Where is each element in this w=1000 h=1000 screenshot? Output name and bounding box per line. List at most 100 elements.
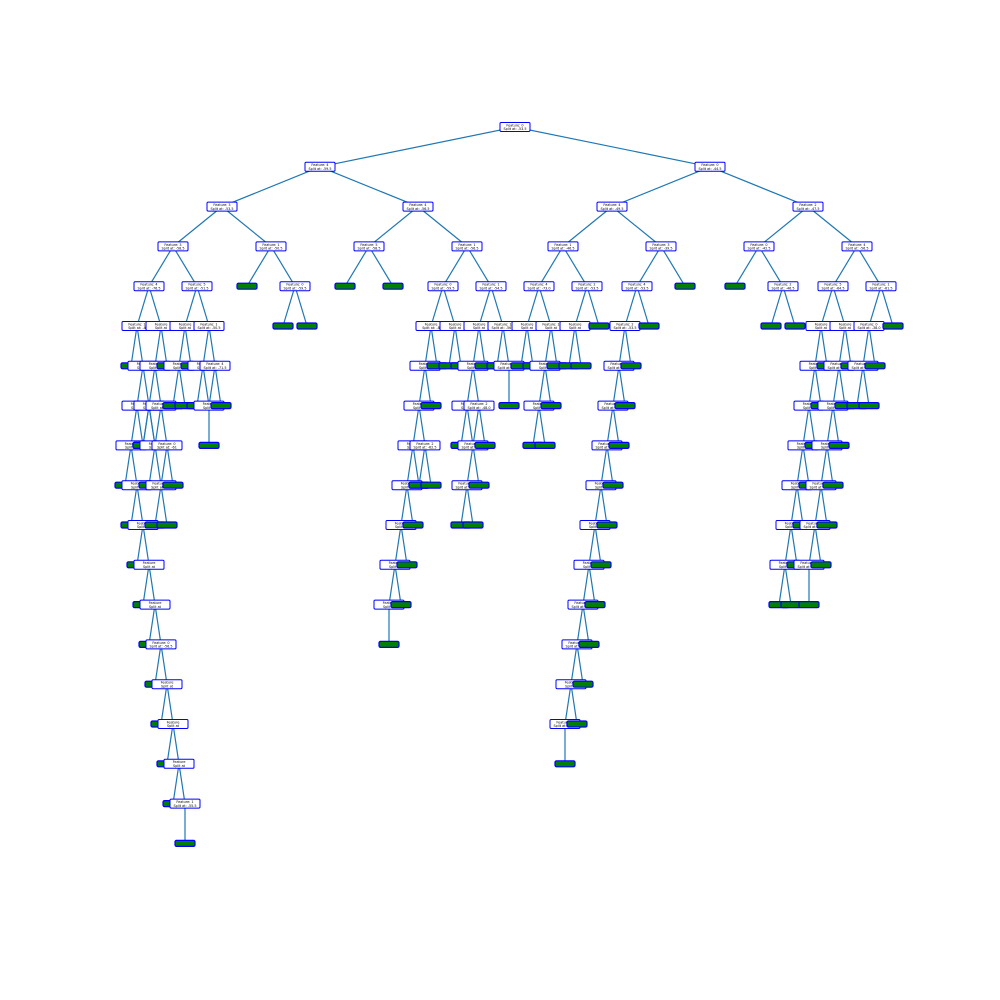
tree-edge [424, 365, 432, 406]
split-node-threshold: Split at: -53.5 [504, 127, 527, 131]
tree-edge [636, 286, 650, 327]
split-node-threshold: Split at [125, 446, 138, 450]
leaf-box [638, 322, 660, 330]
leaf-node [554, 760, 576, 768]
split-node-feature: Feature: 0 [458, 482, 475, 486]
tree-edge [136, 485, 144, 526]
split-node-feature: Feature [791, 482, 804, 486]
split-node-feature: Feature [785, 521, 798, 525]
tree-edge [394, 524, 402, 565]
split-node-box [475, 281, 507, 292]
tree-edge [502, 325, 510, 366]
leaf-node [174, 839, 196, 848]
split-node-threshold: Split at [137, 525, 150, 529]
tree-edge [709, 166, 809, 208]
leaf-box [296, 322, 318, 330]
split-node-feature: Feature: 2 [774, 283, 791, 287]
tree-edge [466, 246, 492, 287]
tree-edge [166, 445, 174, 486]
split-node-threshold: Split at: -73.0 [528, 286, 551, 290]
tree-edge [594, 485, 602, 526]
split-node-threshold: Split at: -64.5 [822, 286, 845, 290]
split-node-feature: Feature: 0 [750, 243, 767, 247]
split-node-feature: Feature: 1 [152, 402, 169, 406]
tree-edge [160, 684, 168, 725]
leaf-node [210, 402, 232, 410]
split-node-feature: Feature [595, 482, 608, 486]
leaf-box [390, 600, 412, 609]
tree-edge [606, 405, 614, 446]
tree-edge [202, 325, 210, 366]
split-node-feature: Feature [779, 561, 792, 565]
tree-edge [154, 325, 162, 366]
tree-edge [142, 564, 150, 605]
leaf-node [236, 282, 258, 290]
tree-edge [418, 405, 426, 446]
tree-edge [472, 365, 480, 406]
tree-edge [282, 286, 296, 327]
leaf-node [498, 402, 520, 410]
split-node-feature: Feature: 4 [311, 163, 328, 167]
split-node-threshold: Split at [821, 446, 834, 450]
split-node-threshold: Split at [419, 366, 432, 370]
tree-edge [820, 286, 834, 327]
split-node-feature: Feature [809, 362, 822, 366]
leaf-box [822, 481, 844, 489]
leaf-node [638, 322, 660, 330]
leaf-node [390, 600, 412, 609]
split-node-box [181, 281, 213, 292]
tree-edge [582, 604, 590, 645]
split-node-threshold: Split at: -46.5 [498, 366, 521, 370]
tree-edge [406, 445, 414, 486]
split-node-threshold: Split at [539, 366, 552, 370]
tree-edge [784, 564, 792, 605]
tree-edge [832, 246, 858, 287]
tree-edge [319, 126, 516, 168]
split-node-threshold: Split at: -55.5 [174, 804, 197, 808]
tree-edge [368, 206, 419, 247]
tree-edge [148, 365, 156, 406]
split-node-threshold: Split at: -44.5 [699, 167, 722, 171]
tree-edge [418, 445, 426, 486]
leaf-box [420, 481, 442, 489]
leaf-node [590, 561, 612, 569]
split-node-threshold: Split at: -39.0 [798, 565, 821, 569]
tree-edge [814, 325, 822, 366]
split-node-feature: Feature [167, 720, 180, 724]
split-node-box [427, 281, 459, 292]
tree-edge [868, 325, 876, 366]
tree-edge [838, 325, 846, 366]
split-node-feature: Feature: 0 [860, 322, 877, 326]
tree-edge [178, 763, 186, 804]
split-node-threshold: Split at: -46.5 [772, 286, 795, 290]
tree-edge [160, 325, 168, 366]
split-node-feature: Feature: 4 [409, 203, 426, 207]
tree-edges [124, 126, 894, 844]
tree-edge [538, 405, 546, 446]
tree-edge [826, 445, 834, 486]
tree-edge [844, 325, 852, 366]
leaf-node [396, 561, 418, 569]
tree-edge [478, 286, 492, 327]
tree-edge [611, 206, 662, 247]
tree-edge [136, 524, 144, 565]
leaf-box [396, 561, 418, 569]
split-node-threshold: Split at: -53.5 [804, 525, 827, 529]
tree-edge [454, 325, 462, 366]
tree-edge [808, 524, 816, 565]
tree-edge [142, 405, 150, 446]
split-node-feature: Feature [149, 601, 162, 605]
